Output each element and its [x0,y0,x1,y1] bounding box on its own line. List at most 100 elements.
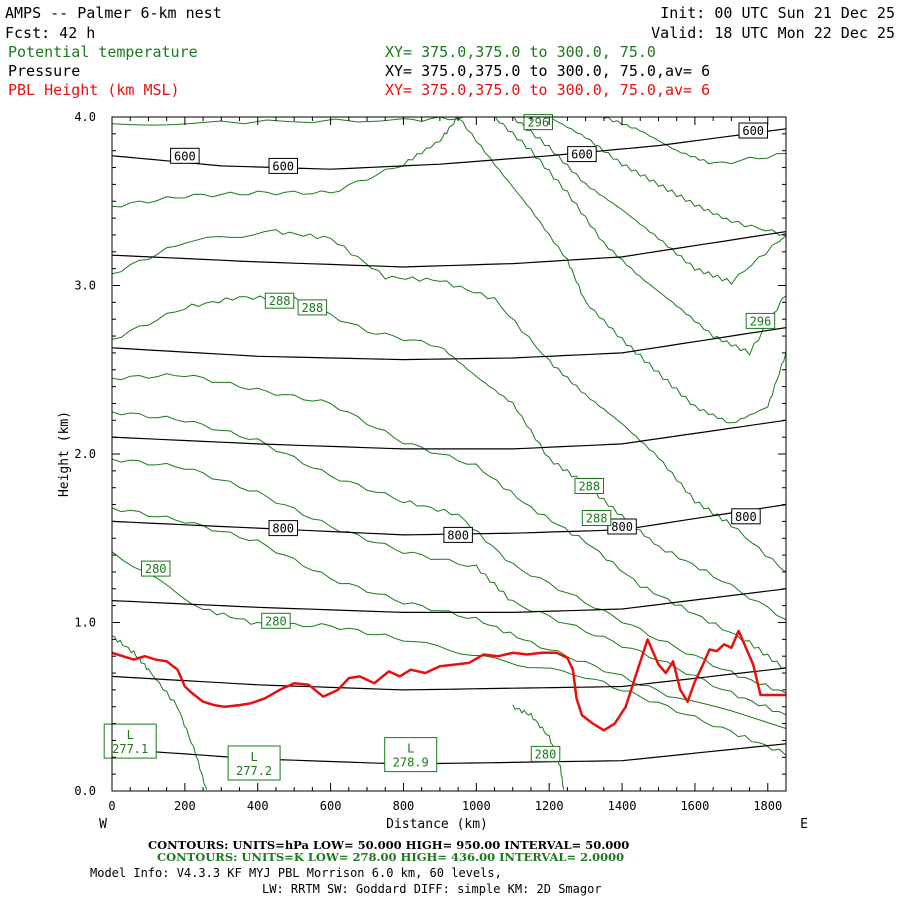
x-axis-east-label: E [800,817,808,832]
pressure-contour-900 [112,667,786,691]
low-marker-value: 277.2 [236,764,272,778]
valid-time: Valid: 18 UTC Mon 22 Dec 25 [651,24,895,42]
theta-label-288: 288 [574,478,604,494]
theta-contour-line [112,411,786,694]
pressure-label-800: 800 [268,520,298,537]
svg-text:600: 600 [272,159,294,173]
x-tick-label: 1200 [535,799,564,813]
theta-contour-line [494,117,786,356]
theta-contour-line [603,117,786,165]
pbl-height-series [112,629,786,732]
low-marker-value: 277.1 [112,742,148,756]
x-axis-west-label: W [99,817,107,832]
theta-label-288: 288 [581,510,612,526]
legend-pressure-xy: XY= 375.0,375.0 to 300.0, 75.0,av= 6 [385,62,710,80]
low-marker-value: 278.9 [393,756,429,770]
pbl-height-line [112,629,786,732]
x-tick-label: 1000 [462,799,491,813]
pressure-label-600: 600 [567,146,597,163]
y-tick-label: 0.0 [74,784,96,798]
theta-contour-line [548,117,786,236]
theta-contours [112,117,786,790]
figure-title: AMPS -- Palmer 6-km nest [5,4,222,22]
theta-contour-line [112,458,786,716]
svg-text:296: 296 [750,314,772,328]
svg-text:280: 280 [535,747,557,761]
low-marker-label: L [250,750,257,764]
theta-label-288: 288 [297,299,328,316]
y-tick-label: 4.0 [74,110,96,124]
x-tick-label: 600 [320,799,342,813]
x-tick-label: 0 [108,799,115,813]
footer-model-info-physics: LW: RRTM SW: Goddard DIFF: simple KM: 2D… [262,882,602,896]
svg-text:288: 288 [578,480,600,494]
x-tick-label: 1800 [753,799,782,813]
pressure-label-600: 600 [170,147,200,164]
svg-text:288: 288 [302,301,324,315]
x-tick-label: 1600 [680,799,709,813]
svg-text:800: 800 [735,510,757,524]
theta-contour-line [112,229,786,573]
y-tick-label: 1.0 [74,616,96,630]
forecast-hour: Fcst: 42 h [5,24,95,42]
legend-pbl-xy: XY= 375.0,375.0 to 300.0, 75.0,av= 6 [385,81,710,99]
x-tick-label: 200 [174,799,196,813]
theta-contour-line [512,704,565,790]
pressure-label-800: 800 [443,526,473,543]
legend-theta: Potential temperature [8,43,198,61]
pressure-label-800: 800 [607,518,637,535]
theta-contour-line [513,117,786,286]
theta-label-280: 280 [141,560,171,577]
svg-text:280: 280 [145,562,167,576]
svg-text:296: 296 [527,116,549,130]
footer-theta-contours: CONTOURS: UNITS=K LOW= 278.00 HIGH= 436.… [157,850,624,864]
svg-text:600: 600 [174,149,196,163]
pressure-label-600: 600 [738,122,768,139]
theta-label-296: 296 [745,312,776,329]
low-marker-label: L [127,728,134,742]
theta-contour-line [112,507,786,729]
svg-text:288: 288 [586,512,608,526]
theta-label-280: 280 [530,745,561,762]
pressure-contour-950 [112,743,786,765]
legend-pbl: PBL Height (km MSL) [8,81,180,99]
footer-pressure-contours: CONTOURS: UNITS=hPa LOW= 50.000 HIGH= 95… [148,838,629,852]
axes: 0 200 400 600 800 1000 1200 1400 1600 1800 0.0 1.0 2… [74,110,787,813]
plot-area [112,117,786,790]
svg-text:800: 800 [611,520,633,534]
pressure-contour-700 [112,327,786,361]
svg-text:600: 600 [742,124,764,138]
x-tick-label: 800 [393,799,415,813]
theta-contour-line [112,117,477,126]
theta-contour-line [112,295,786,620]
y-tick-label: 2.0 [74,447,96,461]
theta-label-280: 280 [261,612,291,629]
pressure-contour-750 [112,419,786,450]
svg-text:600: 600 [571,148,593,162]
pressure-contours [112,128,786,765]
legend-pressure: Pressure [8,62,80,80]
pressure-contour-650 [112,231,786,268]
footer-model-info: Model Info: V4.3.3 KF MYJ PBL Morrison 6… [90,866,502,880]
theta-contour-line [112,373,786,669]
theta-contour-line [112,117,459,208]
plot-frame [111,116,787,792]
pressure-contour-600 [112,128,786,170]
y-tick-label: 3.0 [74,279,96,293]
theta-contour-line [112,551,786,756]
svg-text:288: 288 [269,294,291,308]
x-tick-label: 1400 [608,799,637,813]
pressure-contour-850 [112,588,786,613]
theta-label-288: 288 [264,292,295,309]
svg-text:280: 280 [265,614,287,628]
y-axis-label: Height (km) [57,411,72,497]
svg-text:800: 800 [447,528,469,542]
x-axis-label: Distance (km) [386,817,488,832]
theta-contour-line [457,118,786,424]
theta-contour-line [112,635,208,790]
pressure-label-800: 800 [731,508,761,525]
